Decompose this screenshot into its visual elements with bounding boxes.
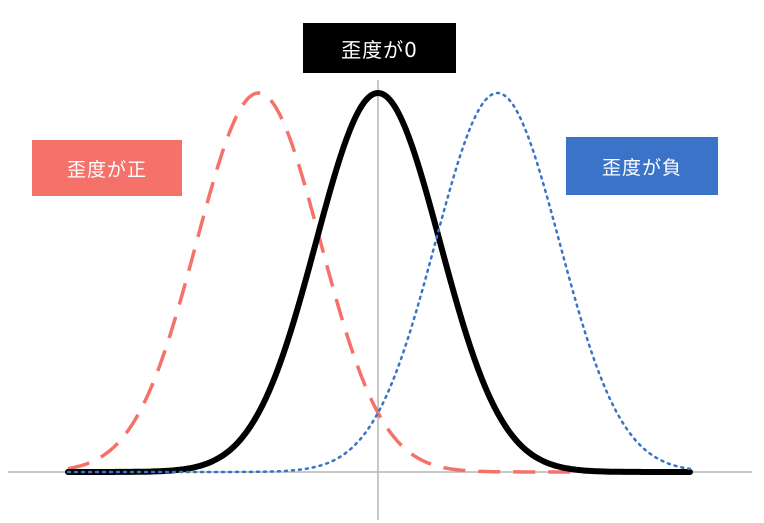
- zero-skew-label: 歪度が0: [303, 23, 456, 73]
- negative-skew-curve: [66, 91, 692, 474]
- zero-skew-curve: [65, 90, 693, 475]
- positive-skew-label: 歪度が正: [32, 140, 182, 196]
- negative-skew-label: 歪度が負: [566, 137, 718, 195]
